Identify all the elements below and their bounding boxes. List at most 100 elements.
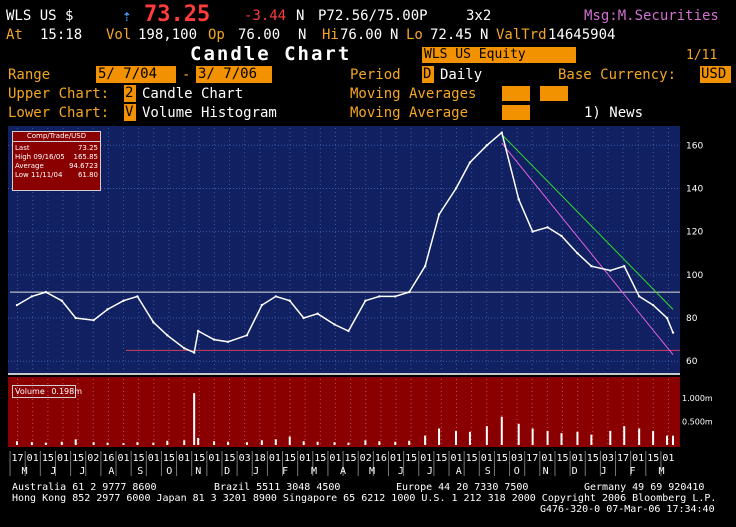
upper-chart-code-input[interactable]: 2 bbox=[124, 85, 136, 102]
footer-line-1b: Brazil 5511 3048 4500 bbox=[214, 482, 341, 493]
x-month-tick: N bbox=[195, 466, 201, 477]
volume-bar bbox=[438, 428, 441, 445]
volume-bar bbox=[302, 441, 305, 445]
price-point bbox=[196, 329, 200, 333]
x-day-tick: 01 bbox=[390, 453, 402, 464]
moving-average-2-input[interactable] bbox=[540, 86, 568, 101]
price-point bbox=[44, 290, 48, 294]
trend-line bbox=[501, 142, 674, 356]
x-day-tick: 01 bbox=[208, 453, 220, 464]
lower-chart-label: Lower Chart: bbox=[8, 105, 110, 121]
volume-bar bbox=[30, 442, 33, 445]
x-day-tick: 15 bbox=[556, 453, 568, 464]
lower-chart-code-input[interactable]: V bbox=[124, 104, 136, 121]
volume-bar bbox=[454, 430, 457, 445]
x-day-tick: 16 bbox=[102, 453, 114, 464]
time-value: 15:18 bbox=[40, 27, 83, 43]
price-point bbox=[260, 303, 264, 307]
bid-ask: P72.56/75.00P bbox=[318, 8, 428, 24]
period-code-input[interactable]: D bbox=[422, 66, 434, 83]
price-point bbox=[152, 321, 155, 324]
range-start-input[interactable]: 5/ 7/04 bbox=[96, 66, 176, 83]
footer-line-3: G476-320-0 07-Mar-06 17:34:40 bbox=[540, 504, 715, 515]
volume-bar bbox=[517, 423, 520, 445]
news-link[interactable]: 1) News bbox=[584, 105, 644, 121]
moving-average-3-input[interactable] bbox=[502, 105, 530, 120]
info-row: Average 94.6723 bbox=[15, 162, 98, 171]
volume-legend-label: Volume bbox=[15, 387, 45, 396]
volume-bar bbox=[44, 442, 47, 445]
range-label: Range bbox=[8, 67, 51, 83]
moving-average-1-input[interactable] bbox=[502, 86, 530, 101]
open-source: N bbox=[298, 27, 307, 43]
x-month-tick: D bbox=[572, 466, 578, 477]
x-day-tick: 15 bbox=[496, 453, 508, 464]
x-month-tick: M bbox=[369, 466, 375, 477]
volume-bar bbox=[546, 430, 549, 445]
time-label: At bbox=[6, 27, 23, 43]
price-point bbox=[245, 334, 249, 337]
x-day-tick: 01 bbox=[420, 453, 432, 464]
x-day-tick: 15 bbox=[42, 453, 54, 464]
price-change: -3.44 bbox=[244, 8, 287, 24]
price-point bbox=[485, 144, 489, 147]
x-day-tick: 03 bbox=[602, 453, 614, 464]
valtrd-label: ValTrd bbox=[496, 27, 547, 43]
x-month-tick: M bbox=[311, 466, 317, 477]
range-end-input[interactable]: 3/ 7/06 bbox=[196, 66, 272, 83]
x-day-tick: 15 bbox=[647, 453, 659, 464]
price-point bbox=[166, 334, 169, 337]
x-day-tick: 15 bbox=[345, 453, 357, 464]
price-point bbox=[531, 230, 534, 233]
volume-bar bbox=[531, 428, 534, 445]
x-day-tick: 15 bbox=[223, 453, 235, 464]
moving-averages-label: Moving Averages bbox=[350, 86, 477, 102]
security-field[interactable]: WLS US Equity bbox=[422, 47, 576, 63]
x-day-tick: 15 bbox=[587, 453, 599, 464]
volume-tick-label: 0.500m bbox=[682, 417, 713, 426]
volume-bar bbox=[485, 426, 488, 445]
x-day-tick: 17 bbox=[526, 453, 538, 464]
x-day-tick: 03 bbox=[511, 453, 523, 464]
volume-bar bbox=[623, 426, 626, 445]
volume-tick-label: 1.000m bbox=[682, 394, 713, 403]
info-row: Last 73.25 bbox=[15, 144, 98, 153]
x-month-tick: A bbox=[456, 466, 462, 477]
x-day-tick: 15 bbox=[284, 453, 296, 464]
x-month-tick: S bbox=[137, 466, 143, 477]
x-day-tick: 17 bbox=[12, 453, 24, 464]
open-value: 76.00 bbox=[238, 27, 281, 43]
x-day-tick: 03 bbox=[239, 453, 251, 464]
volume-bar bbox=[274, 439, 277, 445]
volume-bar bbox=[193, 393, 196, 445]
x-axis-band bbox=[8, 449, 680, 477]
currency-label: Base Currency: bbox=[558, 67, 677, 83]
info-row-label: Last bbox=[15, 144, 30, 152]
x-month-tick: J bbox=[601, 466, 607, 477]
x-month-tick: A bbox=[108, 466, 114, 477]
x-day-tick: 01 bbox=[481, 453, 493, 464]
price-point bbox=[183, 347, 186, 350]
x-month-tick: J bbox=[253, 466, 259, 477]
price-point bbox=[378, 295, 381, 298]
price-point bbox=[60, 299, 63, 302]
trend-line bbox=[501, 134, 674, 310]
moving-average-label: Moving Average bbox=[350, 105, 469, 121]
bid-ask-size: 3x2 bbox=[466, 8, 492, 24]
y-tick-label: 80 bbox=[686, 314, 698, 324]
price-point bbox=[212, 338, 216, 341]
volume-bar bbox=[136, 442, 139, 445]
x-month-tick: M bbox=[21, 466, 27, 477]
currency-input[interactable]: USD bbox=[700, 66, 731, 83]
volume-bar bbox=[347, 442, 350, 445]
volume-bar bbox=[74, 439, 77, 445]
last-price: 73.25 bbox=[144, 2, 211, 27]
message-label[interactable]: Msg:M.Securities bbox=[584, 8, 719, 24]
x-month-tick: O bbox=[514, 466, 520, 477]
volume-bar bbox=[152, 442, 155, 445]
x-day-tick: 01 bbox=[57, 453, 69, 464]
upper-chart-label: Upper Chart: bbox=[8, 86, 110, 102]
info-row-value: 94.6723 bbox=[69, 162, 98, 170]
footer-line-2: Hong Kong 852 2977 6000 Japan 81 3 3201 … bbox=[12, 493, 717, 504]
